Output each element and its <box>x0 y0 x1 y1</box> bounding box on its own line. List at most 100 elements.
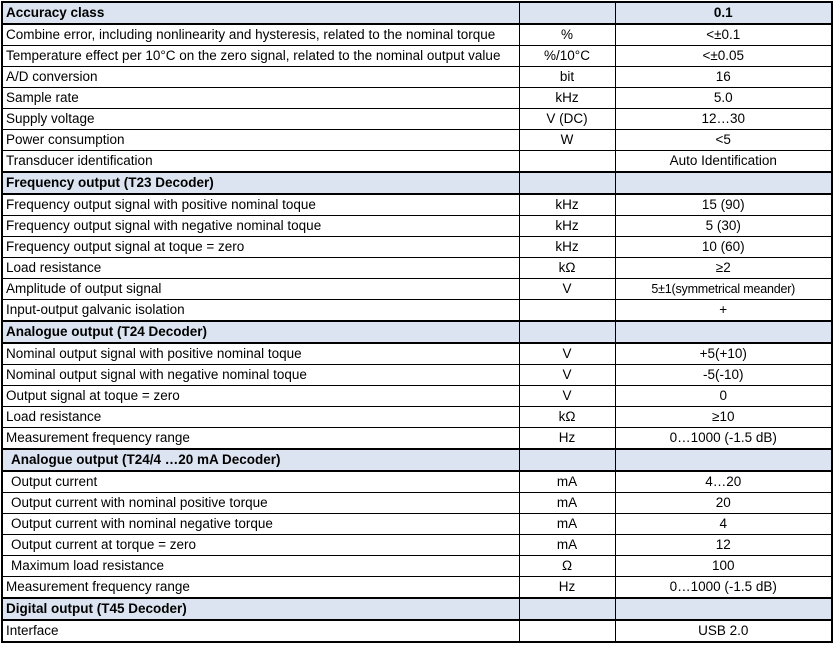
unit-cell: W <box>518 129 616 151</box>
parameter-cell: Analogue output (T24/4 …20 mA Decoder) <box>1 448 520 472</box>
table-row: Interface USB 2.0 <box>1 619 833 643</box>
table-row: Transducer identification Auto Identifica… <box>1 150 833 173</box>
parameter-cell: Temperature effect per 10°C on the zero … <box>1 45 520 67</box>
table-row: Frequency output signal with negative no… <box>1 215 833 237</box>
parameter-cell: A/D conversion <box>1 66 520 88</box>
parameter-cell: Load resistance <box>1 257 520 279</box>
value-cell: 100 <box>614 555 833 577</box>
table-row: Measurement frequency range Hz 0…1000 (-1.… <box>1 576 833 599</box>
section-row: Accuracy class 0.1 <box>1 1 833 25</box>
table-row: Amplitude of output signal V 5±1(symmetric… <box>1 278 833 300</box>
value-cell: USB 2.0 <box>614 619 833 643</box>
table-row: Power consumption W <5 <box>1 129 833 151</box>
value-cell: 0 <box>614 385 833 407</box>
unit-cell: mA <box>518 492 616 514</box>
unit-cell: kHz <box>518 215 616 237</box>
parameter-cell: Transducer identification <box>1 150 520 173</box>
unit-cell <box>518 171 616 195</box>
parameter-cell: Combine error, including nonlinearity an… <box>1 23 520 46</box>
parameter-cell: Input-output galvanic isolation <box>1 299 520 322</box>
unit-cell: kHz <box>518 193 616 216</box>
parameter-cell: Power consumption <box>1 129 520 151</box>
unit-cell: Ω <box>518 555 616 577</box>
section-row: Digital output (T45 Decoder) <box>1 597 833 621</box>
table-row: Input-output galvanic isolation + <box>1 299 833 322</box>
parameter-cell: Analogue output (T24 Decoder) <box>1 320 520 344</box>
unit-cell: kΩ <box>518 257 616 279</box>
parameter-cell: Output signal at toque = zero <box>1 385 520 407</box>
value-cell: 4 <box>614 513 833 535</box>
parameter-cell: Output current with nominal negative tor… <box>1 513 520 535</box>
table-row: Frequency output signal at toque = zero k… <box>1 236 833 258</box>
table-row: Measurement frequency range Hz 0…1000 (-1.… <box>1 427 833 450</box>
parameter-cell: Sample rate <box>1 87 520 109</box>
unit-cell: V <box>518 385 616 407</box>
table-row: Frequency output signal with positive no… <box>1 193 833 216</box>
unit-cell <box>518 150 616 173</box>
value-cell: 16 <box>614 66 833 88</box>
unit-cell: kΩ <box>518 406 616 428</box>
section-row: Frequency output (T23 Decoder) <box>1 171 833 195</box>
value-cell: 5.0 <box>614 87 833 109</box>
unit-cell: Hz <box>518 427 616 450</box>
value-cell: 0.1 <box>614 1 833 25</box>
table-row: Output current with nominal positive tor… <box>1 492 833 514</box>
parameter-cell: Nominal output signal with negative nomi… <box>1 364 520 386</box>
value-cell <box>614 597 833 621</box>
value-cell: 12 <box>614 534 833 556</box>
table-row: Output signal at toque = zero V 0 <box>1 385 833 407</box>
table-row: Combine error, including nonlinearity an… <box>1 23 833 46</box>
unit-cell: mA <box>518 534 616 556</box>
parameter-cell: Frequency output signal with positive no… <box>1 193 520 216</box>
parameter-cell: Interface <box>1 619 520 643</box>
section-row: Analogue output (T24 Decoder) <box>1 320 833 344</box>
unit-cell: V <box>518 364 616 386</box>
parameter-cell: Frequency output signal at toque = zero <box>1 236 520 258</box>
table-row: Nominal output signal with positive nomi… <box>1 342 833 365</box>
unit-cell: mA <box>518 513 616 535</box>
unit-cell <box>518 448 616 472</box>
value-cell: + <box>614 299 833 322</box>
table-row: Load resistance kΩ ≥2 <box>1 257 833 279</box>
parameter-cell: Frequency output (T23 Decoder) <box>1 171 520 195</box>
unit-cell: %/10°C <box>518 45 616 67</box>
table-row: Maximum load resistance Ω 100 <box>1 555 833 577</box>
table-row: A/D conversion bit 16 <box>1 66 833 88</box>
value-cell: ≥10 <box>614 406 833 428</box>
value-cell: +5(+10) <box>614 342 833 365</box>
parameter-cell: Output current with nominal positive tor… <box>1 492 520 514</box>
value-cell: <5 <box>614 129 833 151</box>
value-cell: 4…20 <box>614 470 833 493</box>
unit-cell: % <box>518 23 616 46</box>
unit-cell: V <box>518 278 616 300</box>
parameter-cell: Measurement frequency range <box>1 427 520 450</box>
value-cell <box>614 320 833 344</box>
section-row: Analogue output (T24/4 …20 mA Decoder) <box>1 448 833 472</box>
unit-cell <box>518 597 616 621</box>
parameter-cell: Frequency output signal with negative no… <box>1 215 520 237</box>
value-cell: Auto Identification <box>614 150 833 173</box>
value-cell: 20 <box>614 492 833 514</box>
parameter-cell: Output current at torque = zero <box>1 534 520 556</box>
parameter-cell: Amplitude of output signal <box>1 278 520 300</box>
value-cell: 12…30 <box>614 108 833 130</box>
table-row: Nominal output signal with negative nomi… <box>1 364 833 386</box>
value-cell: 5±1(symmetrical meander) <box>614 278 833 300</box>
value-cell <box>614 448 833 472</box>
value-cell: ≥2 <box>614 257 833 279</box>
parameter-cell: Nominal output signal with positive nomi… <box>1 342 520 365</box>
value-cell: 10 (60) <box>614 236 833 258</box>
unit-cell: kHz <box>518 236 616 258</box>
unit-cell <box>518 1 616 25</box>
value-cell <box>614 171 833 195</box>
parameter-cell: Supply voltage <box>1 108 520 130</box>
parameter-cell: Maximum load resistance <box>1 555 520 577</box>
unit-cell: V (DC) <box>518 108 616 130</box>
unit-cell <box>518 299 616 322</box>
table-row: Temperature effect per 10°C on the zero … <box>1 45 833 67</box>
parameter-cell: Output current <box>1 470 520 493</box>
value-cell: 0…1000 (-1.5 dB) <box>614 427 833 450</box>
